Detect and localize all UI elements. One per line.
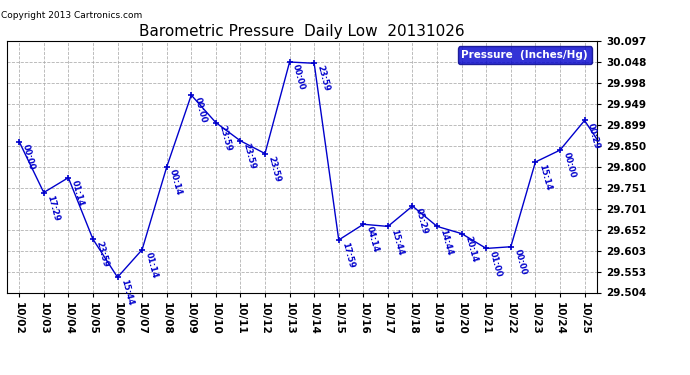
Text: 15:44: 15:44 (119, 279, 135, 307)
Text: 23:59: 23:59 (315, 64, 331, 93)
Text: 20:14: 20:14 (463, 235, 479, 263)
Text: 01:14: 01:14 (70, 179, 86, 207)
Text: 17:29: 17:29 (45, 194, 61, 222)
Text: 23:59: 23:59 (0, 374, 1, 375)
Text: 00:00: 00:00 (512, 248, 528, 276)
Text: 23:59: 23:59 (266, 155, 282, 183)
Text: 00:00: 00:00 (193, 96, 208, 124)
Text: 04:14: 04:14 (365, 226, 380, 254)
Text: 01:00: 01:00 (488, 250, 503, 278)
Text: 14:44: 14:44 (438, 228, 454, 256)
Text: 17:59: 17:59 (340, 242, 356, 269)
Text: 00:00: 00:00 (21, 143, 36, 171)
Text: 00:00: 00:00 (291, 63, 306, 91)
Text: 15:44: 15:44 (389, 228, 405, 256)
Text: 00:14: 00:14 (168, 168, 184, 196)
Text: 05:29: 05:29 (414, 207, 429, 236)
Text: 23:59: 23:59 (95, 240, 110, 268)
Text: 00:00: 00:00 (562, 152, 577, 179)
Text: 00:29: 00:29 (586, 122, 602, 150)
Text: 01:14: 01:14 (144, 251, 159, 279)
Text: 15:14: 15:14 (537, 164, 553, 192)
Text: Copyright 2013 Cartronics.com: Copyright 2013 Cartronics.com (1, 11, 142, 20)
Text: 23:59: 23:59 (241, 142, 257, 170)
Title: Barometric Pressure  Daily Low  20131026: Barometric Pressure Daily Low 20131026 (139, 24, 464, 39)
Legend: Pressure  (Inches/Hg): Pressure (Inches/Hg) (457, 46, 591, 64)
Text: 23:59: 23:59 (217, 124, 233, 152)
